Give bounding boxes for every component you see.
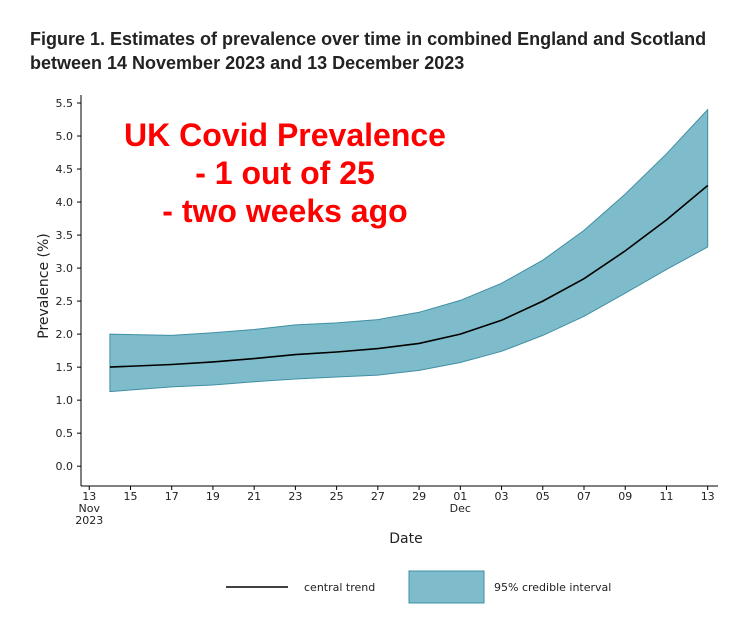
- y-tick-label: 2.5: [56, 295, 74, 308]
- y-tick-label: 0.0: [56, 460, 74, 473]
- figure-title-line-1: Figure 1. Estimates of prevalence over t…: [30, 29, 707, 49]
- x-tick-label: 01: [453, 490, 467, 503]
- x-tick-label: 11: [659, 490, 673, 503]
- x-tick-label: 25: [330, 490, 344, 503]
- y-tick-label: 5.5: [56, 97, 74, 110]
- overlay-line-1: UK Covid Prevalence: [124, 117, 446, 153]
- overlay-line-2: - 1 out of 25: [195, 155, 375, 191]
- x-tick-label: 21: [247, 490, 261, 503]
- legend-central-trend-label: central trend: [304, 581, 375, 594]
- credible-interval-band: [109, 108, 709, 393]
- y-axis-ticks: 0.0 0.5 1.0 1.5 2.0 2.5 3.0 3.5 4.0 4.5 5.0 5.5: [56, 97, 81, 473]
- x-tick-label: 05: [536, 490, 550, 503]
- y-tick-label: 1.0: [56, 394, 74, 407]
- x-tick-label: 27: [371, 490, 385, 503]
- y-tick-label: 4.5: [56, 163, 74, 176]
- y-tick-label: 4.0: [56, 196, 74, 209]
- x-tick-year-label: 2023: [75, 514, 103, 527]
- legend-credible-interval-label: 95% credible interval: [494, 581, 611, 594]
- y-tick-label: 3.5: [56, 229, 74, 242]
- x-tick-label: 23: [288, 490, 302, 503]
- central-trend-layer: [109, 184, 709, 368]
- y-tick-label: 1.5: [56, 361, 74, 374]
- x-axis-title: Date: [389, 531, 422, 547]
- x-tick-label: 03: [495, 490, 509, 503]
- legend: central trend 95% credible interval: [226, 570, 611, 604]
- y-tick-label: 0.5: [56, 427, 74, 440]
- y-tick-label: 3.0: [56, 262, 74, 275]
- x-tick-month-label: Dec: [450, 502, 471, 515]
- y-tick-label: 5.0: [56, 130, 74, 143]
- y-tick-label: 2.0: [56, 328, 74, 341]
- figure-title-line-2: between 14 November 2023 and 13 December…: [30, 53, 465, 73]
- x-tick-label: 29: [412, 490, 426, 503]
- central-trend-line: [109, 184, 709, 368]
- x-tick-label: 13: [701, 490, 715, 503]
- credible-interval-band-layer: [109, 108, 709, 393]
- x-tick-label: 13: [82, 490, 96, 503]
- x-tick-label: 17: [165, 490, 179, 503]
- figure-title: Figure 1. Estimates of prevalence over t…: [30, 27, 730, 75]
- axes: [80, 95, 718, 487]
- x-tick-label: 07: [577, 490, 591, 503]
- x-tick-month-label: Nov: [79, 502, 101, 515]
- x-tick-label: 15: [123, 490, 137, 503]
- overlay-line-3: - two weeks ago: [162, 193, 407, 229]
- x-tick-label: 19: [206, 490, 220, 503]
- y-axis-title: Prevalence (%): [36, 233, 52, 339]
- x-tick-label: 09: [618, 490, 632, 503]
- overlay-annotation: UK Covid Prevalence - 1 out of 25 - two …: [124, 117, 446, 229]
- legend-credible-interval-swatch: [408, 570, 485, 604]
